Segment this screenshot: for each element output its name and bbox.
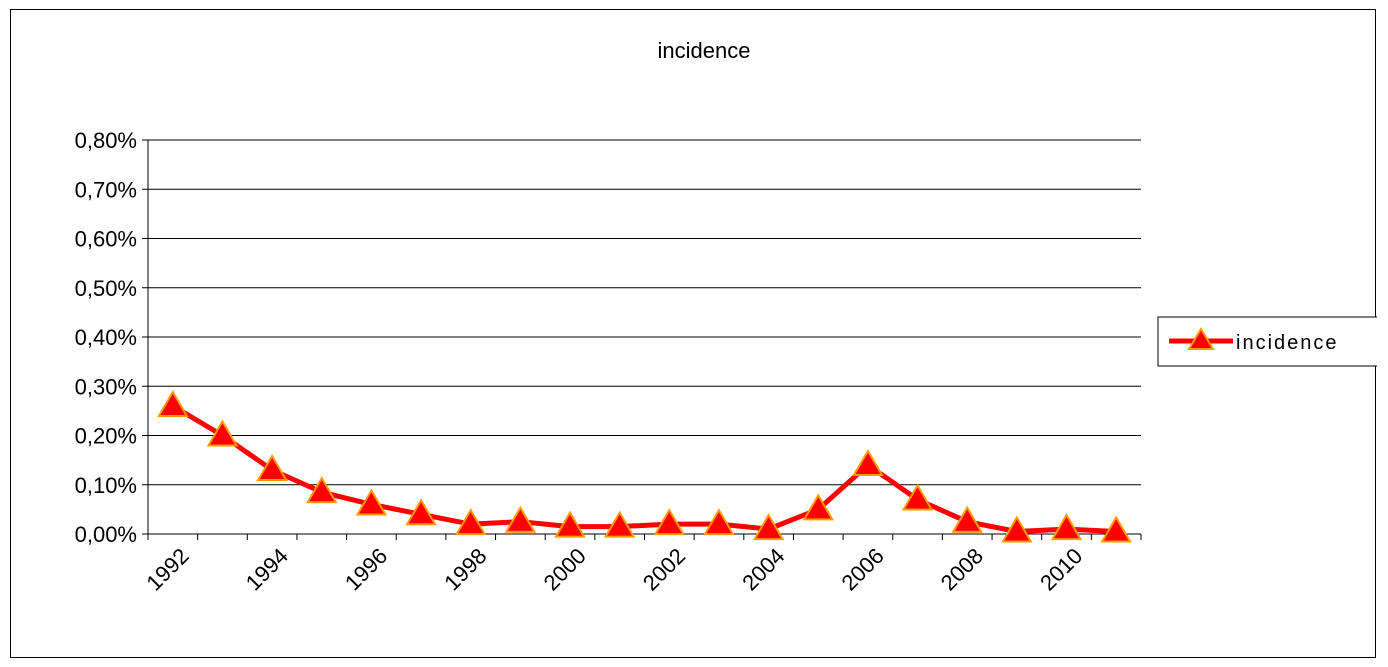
chart-title: incidence xyxy=(658,38,751,63)
y-tick-label: 0,70% xyxy=(75,177,137,202)
data-point-marker xyxy=(802,493,835,521)
data-point-marker xyxy=(355,488,388,516)
data-point-marker xyxy=(157,389,189,417)
series-line xyxy=(171,403,1117,535)
x-tick-label: 2002 xyxy=(638,543,690,595)
y-tick-label: 0,20% xyxy=(75,424,137,449)
legend-marker-icon xyxy=(1187,327,1215,350)
y-tick-label: 0,80% xyxy=(75,128,137,153)
x-tick-label: 2000 xyxy=(539,543,591,595)
y-tick-label: 0,00% xyxy=(75,522,137,547)
data-point-marker xyxy=(901,483,934,511)
y-axis-tick-labels: 0,00% 0,10% 0,20% 0,30% 0,40% 0,50% 0,60% 0,70%… xyxy=(75,128,137,547)
x-tick-label: 2004 xyxy=(737,543,789,595)
data-point-marker xyxy=(653,508,686,536)
data-point-marker xyxy=(951,505,983,533)
x-tick-label: 1994 xyxy=(241,543,293,595)
axes xyxy=(142,139,1142,540)
legend-label: incidence xyxy=(1236,332,1339,354)
data-point-marker xyxy=(852,449,884,477)
y-tick-label: 0,60% xyxy=(75,227,137,252)
data-point-marker xyxy=(256,453,288,481)
gridlines xyxy=(148,139,1141,486)
y-tick-label: 0,40% xyxy=(75,325,137,350)
data-point-marker xyxy=(454,508,487,536)
y-tick-label: 0,30% xyxy=(75,374,137,399)
data-point-marker xyxy=(504,505,537,533)
data-point-marker xyxy=(1100,515,1132,543)
y-tick-label: 0,50% xyxy=(75,276,137,301)
data-point-marker xyxy=(554,510,586,538)
chart-frame: incidence 0,00% 0,10% 0,20% 0,30% 0,40% 0,50%… xyxy=(10,9,1377,658)
y-tick-label: 0,10% xyxy=(75,473,137,498)
x-tick-label: 2010 xyxy=(1035,543,1087,595)
data-point-marker xyxy=(206,419,239,447)
x-tick-label: 1998 xyxy=(439,543,491,595)
data-point-marker xyxy=(603,510,636,538)
data-point-marker xyxy=(1001,515,1033,543)
x-tick-label: 1996 xyxy=(340,543,392,595)
data-point-marker xyxy=(752,513,785,541)
line-chart: incidence 0,00% 0,10% 0,20% 0,30% 0,40% 0,50%… xyxy=(75,38,1377,595)
x-axis-tick-labels: 1992 1994 1996 1998 2000 2002 2004 2006 2008 2010 xyxy=(141,543,1087,595)
x-tick-label: 2008 xyxy=(936,543,988,595)
data-point-marker xyxy=(1050,513,1083,541)
legend: incidence xyxy=(1157,316,1377,367)
series-incidence xyxy=(157,389,1132,543)
x-tick-label: 2006 xyxy=(836,543,888,595)
x-tick-label: 1992 xyxy=(141,543,193,595)
data-point-marker xyxy=(405,498,437,526)
data-point-marker xyxy=(306,476,338,504)
data-point-marker xyxy=(703,508,735,536)
